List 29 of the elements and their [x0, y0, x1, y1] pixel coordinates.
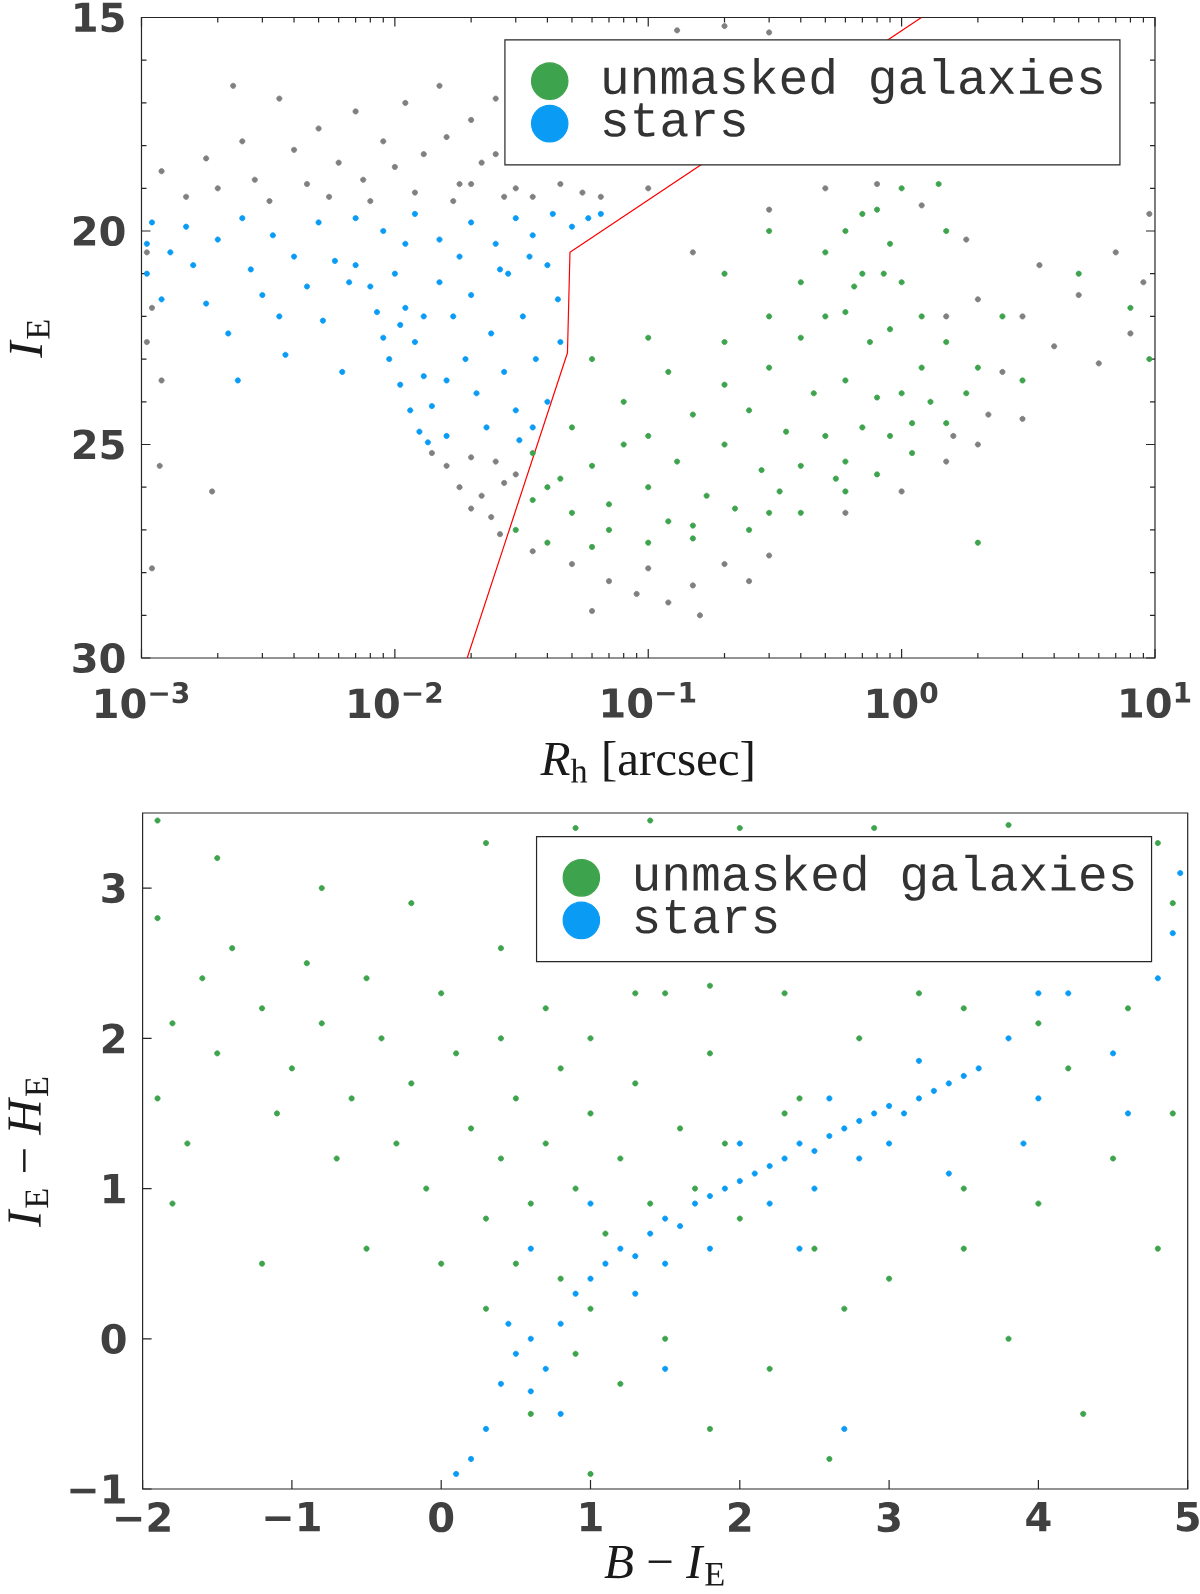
x-tick-label: −1 — [265, 1502, 320, 1532]
x-tick-label: 2 — [729, 1502, 751, 1532]
x-tick-label: 5 — [1176, 1502, 1199, 1532]
y-tick-label: 3 — [102, 873, 125, 904]
y-axis-title: I$_{E}$ − H$_{E}$ — [8, 1077, 49, 1228]
y-tick-label: −1 — [70, 1474, 125, 1504]
y-tick-label: 30 — [73, 642, 125, 674]
y-tick-label: 15 — [75, 2, 124, 33]
legend-label: unmasked galaxies — [636, 854, 1134, 901]
x-axis-title: R$_{h}$ [arcsec] — [540, 741, 753, 783]
y-tick-label: 0 — [101, 1323, 126, 1354]
y-tick-label: 25 — [73, 429, 124, 460]
x-tick-label: 10$^{−1}$ — [602, 682, 696, 719]
x-tick-label: 10$^{−2}$ — [349, 682, 442, 719]
y-tick-label: 2 — [102, 1023, 125, 1054]
x-tick-label: 0 — [429, 1502, 454, 1533]
legend-label: stars — [603, 103, 745, 137]
y-axis-title: I$_{E}$ — [9, 320, 50, 359]
legend-label: stars — [635, 900, 777, 934]
x-tick-label: 10$^{0}$ — [868, 682, 938, 719]
x-tick-label: 10$^{1}$ — [1121, 682, 1191, 719]
x-tick-label: 4 — [1026, 1502, 1051, 1532]
x-axis-title: B − I$_{E}$ — [604, 1545, 724, 1586]
x-tick-label: −2 — [116, 1502, 170, 1532]
x-tick-label: 3 — [877, 1502, 900, 1533]
x-tick-label: 1 — [581, 1502, 602, 1532]
x-tick-label: 10$^{−3}$ — [96, 682, 189, 719]
y-tick-label: 20 — [73, 215, 125, 247]
y-tick-label: 1 — [104, 1173, 125, 1204]
